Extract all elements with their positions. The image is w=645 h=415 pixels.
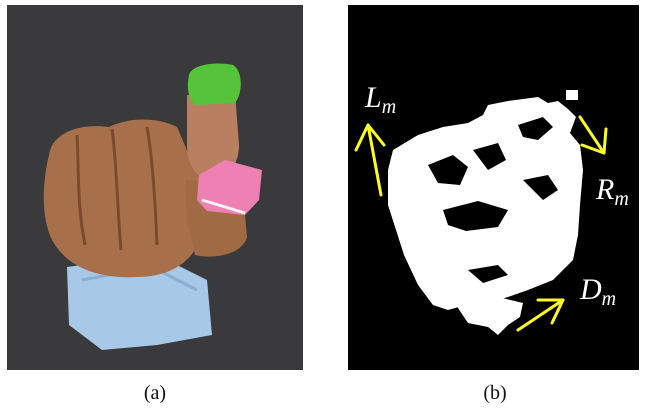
hand-photo bbox=[43, 63, 262, 350]
mask-hole bbox=[443, 201, 508, 231]
left-arrow-icon bbox=[354, 123, 386, 197]
green-marker bbox=[187, 63, 241, 105]
thumb bbox=[187, 93, 239, 180]
caption-a: (a) bbox=[143, 382, 167, 404]
mask-hole bbox=[428, 155, 468, 185]
mask-hole bbox=[468, 265, 508, 283]
label-d-m: Dm bbox=[580, 273, 617, 311]
label-r-m: Rm bbox=[596, 173, 629, 211]
mask-hole bbox=[518, 117, 553, 140]
mask-hole bbox=[473, 143, 506, 170]
fist bbox=[43, 119, 204, 278]
down-arrow-icon bbox=[516, 298, 565, 332]
pink-marker bbox=[197, 160, 262, 215]
binary-mask bbox=[354, 90, 608, 335]
mask-blob-lower bbox=[456, 297, 523, 335]
label-l-m: Lm bbox=[365, 81, 397, 119]
mask-hole bbox=[523, 175, 558, 200]
hand-photo-panel bbox=[7, 5, 303, 370]
binary-mask-panel: Lm Rm Dm bbox=[348, 5, 639, 370]
caption-b: (b) bbox=[483, 382, 507, 404]
right-arrow-icon bbox=[578, 115, 608, 155]
